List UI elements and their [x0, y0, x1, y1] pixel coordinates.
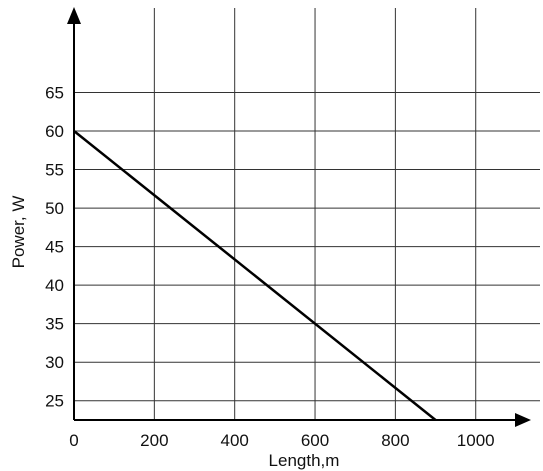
x-tick-label: 0 — [69, 431, 78, 450]
grid — [74, 8, 540, 420]
y-tick-labels: 25 30 35 40 45 50 55 60 65 — [45, 83, 64, 410]
y-tick-label: 60 — [45, 122, 64, 141]
y-tick-label: 40 — [45, 276, 64, 295]
x-axis-title: Length,m — [269, 451, 340, 470]
axes — [67, 7, 531, 427]
x-tick-label: 400 — [221, 431, 249, 450]
y-tick-label: 25 — [45, 392, 64, 411]
x-tick-label: 200 — [140, 431, 168, 450]
y-tick-label: 30 — [45, 353, 64, 372]
y-tick-label: 50 — [45, 199, 64, 218]
y-axis-title: Power, W — [9, 196, 28, 269]
y-tick-label: 65 — [45, 83, 64, 102]
series-line — [73, 130, 437, 421]
y-tick-label: 55 — [45, 161, 64, 180]
x-tick-label: 800 — [381, 431, 409, 450]
y-tick-label: 35 — [45, 315, 64, 334]
x-tick-label: 600 — [301, 431, 329, 450]
x-axis-arrow — [515, 413, 531, 427]
y-axis-arrow — [67, 7, 81, 24]
y-tick-label: 45 — [45, 238, 64, 257]
x-tick-label: 1000 — [457, 431, 495, 450]
x-tick-labels: 0 200 400 600 800 1000 — [69, 431, 494, 450]
series-group — [73, 130, 437, 421]
